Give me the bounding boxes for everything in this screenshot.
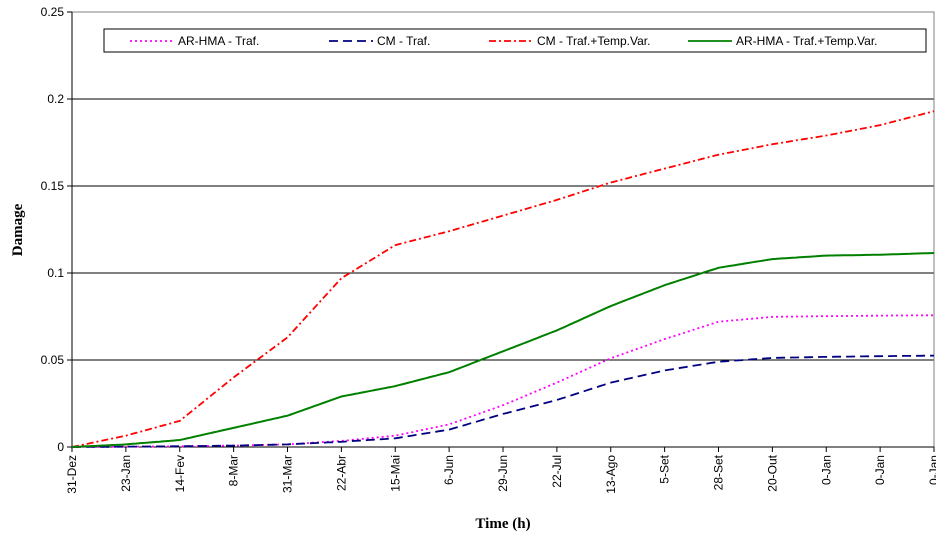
x-tick-label: 0-Jan	[873, 455, 887, 485]
series-line	[71, 110, 935, 448]
x-tick-label: 15-Mai	[388, 455, 402, 492]
y-axis-title: Damage	[10, 203, 26, 256]
y-tick-label: 0.15	[41, 179, 65, 193]
x-tick-label: 14-Fev	[173, 455, 187, 492]
x-tick-label: 29-Jun	[496, 455, 510, 492]
legend-label: CM - Traf.+Temp.Var.	[537, 34, 650, 48]
series-line	[71, 252, 935, 448]
x-tick-label: 20-Out	[765, 454, 779, 491]
y-tick-label: 0.1	[47, 266, 64, 280]
x-tick-label: 13-Ago	[604, 455, 618, 494]
legend: AR-HMA - Traf. CM - Traf. CM - Traf.+Temp.…	[103, 28, 927, 53]
x-tick-label: 28-Set	[712, 454, 726, 490]
y-tick-label: 0.05	[41, 353, 65, 367]
axes: 0 0.05 0.1 0.15 0.2 0.25 31-Dez 23-Jan 14-Fev 8-M…	[41, 5, 936, 494]
x-tick-label: 0-Jan	[927, 455, 936, 485]
x-tick-label: 22-Abr	[334, 455, 348, 491]
legend-label: AR-HMA - Traf.+Temp.Var.	[736, 34, 877, 48]
x-tick-label: 8-Mar	[227, 455, 241, 486]
y-tick-label: 0.2	[47, 92, 64, 106]
series-line	[72, 314, 934, 448]
y-tick-label: 0.25	[41, 5, 65, 19]
x-tick-label: 0-Jan	[819, 455, 833, 485]
x-tick-label: 22-Jul	[550, 455, 564, 488]
x-tick-label: 23-Jan	[119, 455, 133, 492]
series-lines	[71, 110, 935, 448]
x-tick-label: 5-Set	[658, 454, 672, 483]
y-tick-label: 0	[57, 440, 64, 454]
x-tick-label: 6-Jun	[442, 455, 456, 485]
x-axis-title: Time (h)	[475, 516, 530, 532]
legend-label: CM - Traf.	[377, 34, 430, 48]
x-tick-label: 31-Dez	[65, 455, 79, 494]
legend-label: AR-HMA - Traf.	[178, 34, 259, 48]
gridlines	[72, 11, 934, 361]
x-tick-label: 31-Mar	[281, 455, 295, 493]
series-line	[72, 354, 935, 448]
plot-area	[71, 11, 935, 448]
